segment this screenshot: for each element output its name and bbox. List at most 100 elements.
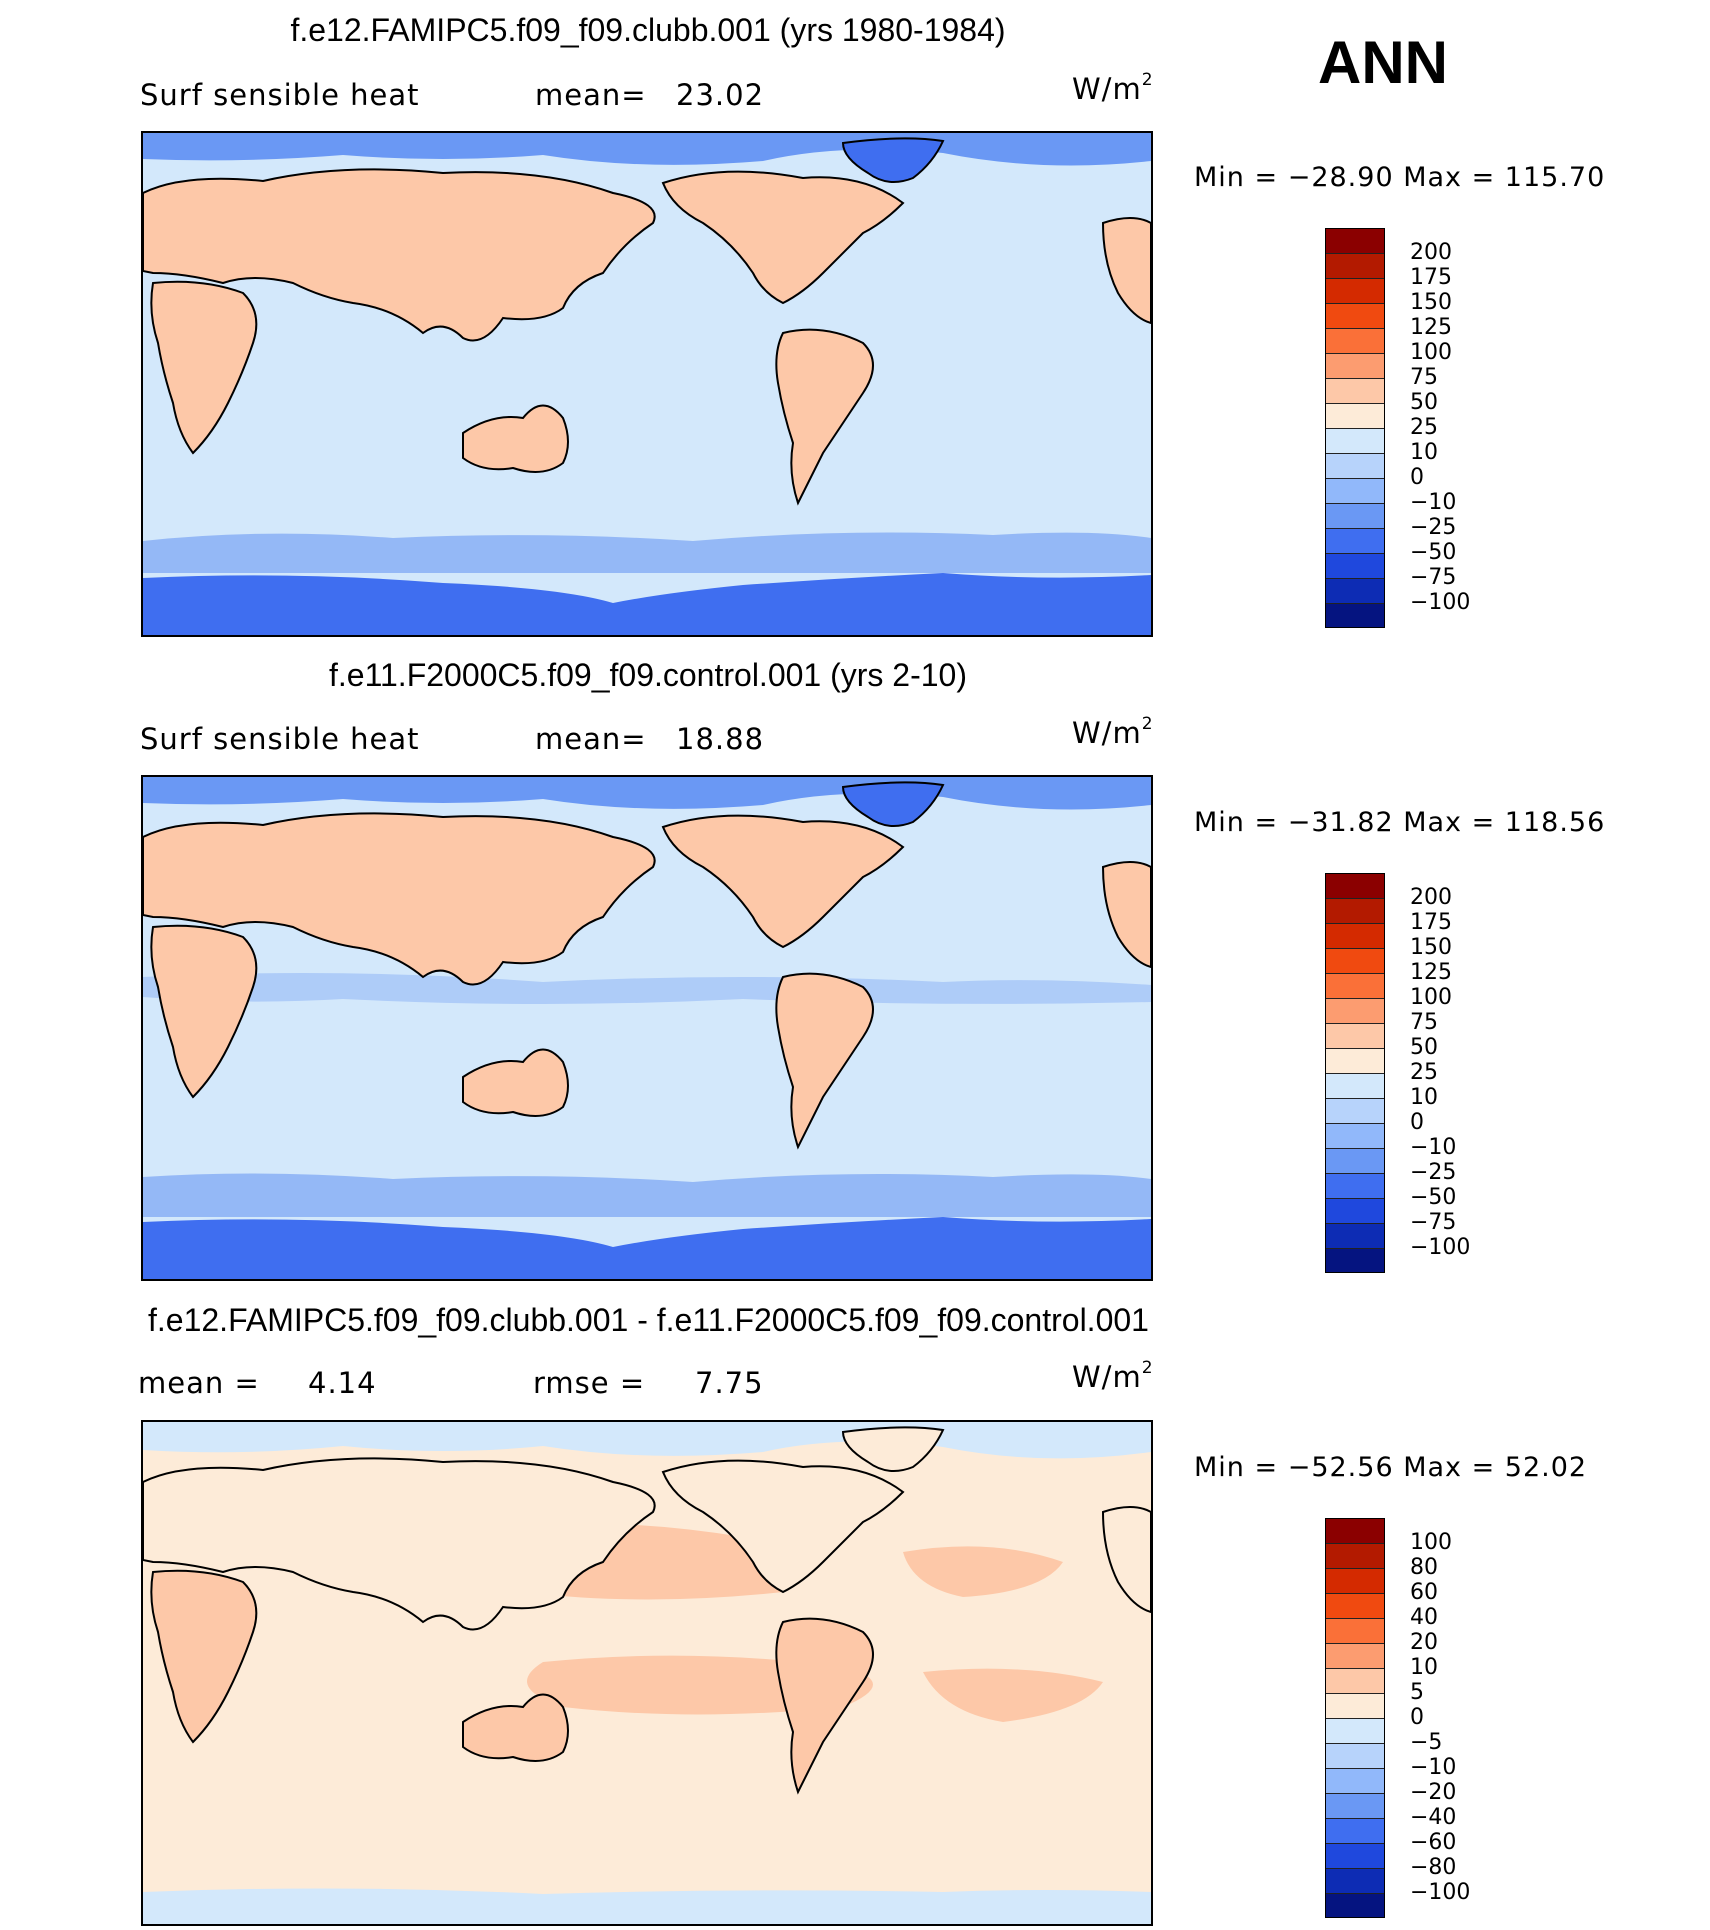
colorbar-segment [1326, 1049, 1384, 1074]
colorbar-tick-label: 200 [1410, 240, 1452, 265]
colorbar-tick-label: −50 [1410, 1185, 1457, 1210]
colorbar-tick-label: −100 [1410, 590, 1471, 615]
panel-3-rmse-label: rmse = [533, 1366, 646, 1400]
colorbar-tick-label: 175 [1410, 265, 1452, 290]
colorbar-tick-label: 10 [1410, 1085, 1438, 1110]
colorbar-tick-label: 5 [1410, 1680, 1424, 1705]
colorbar-tick-label: 0 [1410, 1705, 1424, 1730]
colorbar-tick-label: 0 [1410, 465, 1424, 490]
colorbar-segment [1326, 974, 1384, 999]
colorbar-segment [1326, 1744, 1384, 1769]
colorbar-segment [1326, 329, 1384, 354]
panel-1-title: f.e12.FAMIPC5.f09_f09.clubb.001 (yrs 198… [290, 12, 1006, 48]
colorbar-segment [1326, 1844, 1384, 1869]
colorbar-tick-label: 125 [1410, 960, 1452, 985]
colorbar-tick-label: −10 [1410, 1135, 1457, 1160]
colorbar-segment [1326, 1569, 1384, 1594]
colorbar-segment [1326, 1869, 1384, 1894]
panel-1-mean-label: mean= [535, 78, 647, 112]
colorbar-segment [1326, 279, 1384, 304]
colorbar-segment [1326, 354, 1384, 379]
colorbar-segment [1326, 1149, 1384, 1174]
colorbar-tick-label: 150 [1410, 290, 1452, 315]
colorbar-segment [1326, 1224, 1384, 1249]
colorbar-tick-label: 10 [1410, 1655, 1438, 1680]
colorbar-tick-label: −100 [1410, 1235, 1471, 1260]
colorbar-tick-label: 60 [1410, 1580, 1438, 1605]
colorbar-tick-label: 100 [1410, 985, 1452, 1010]
colorbar-segment [1326, 1644, 1384, 1669]
panel-2-map [141, 775, 1153, 1281]
panel-3-mean-label: mean = [138, 1366, 260, 1400]
colorbar-segment [1326, 229, 1384, 254]
colorbar-tick-label: 40 [1410, 1605, 1438, 1630]
colorbar-segment [1326, 1074, 1384, 1099]
colorbar-segment [1326, 379, 1384, 404]
colorbar-segment [1326, 454, 1384, 479]
colorbar-segment [1326, 1024, 1384, 1049]
colorbar-tick-label: −100 [1410, 1880, 1471, 1905]
colorbar-segment [1326, 1199, 1384, 1224]
colorbar-tick-label: −25 [1410, 1160, 1457, 1185]
colorbar-tick-label: 20 [1410, 1630, 1438, 1655]
colorbar-segment [1326, 899, 1384, 924]
panel-1-variable-label: Surf sensible heat [140, 78, 420, 112]
panel-3-rmse-value: 7.75 [695, 1366, 764, 1400]
colorbar-segment [1326, 949, 1384, 974]
colorbar-tick-label: 50 [1410, 1035, 1438, 1060]
colorbar-tick-label: 200 [1410, 885, 1452, 910]
colorbar-segment [1326, 1819, 1384, 1844]
colorbar-segment [1326, 1124, 1384, 1149]
panel-1-units: W/m2 [1072, 70, 1154, 106]
panel-3-world-map [143, 1422, 1151, 1924]
colorbar-segment [1326, 1794, 1384, 1819]
colorbar-segment [1326, 404, 1384, 429]
colorbar-tick-label: −50 [1410, 540, 1457, 565]
panel-2-mean-label: mean= [535, 722, 647, 756]
colorbar-tick-label: −75 [1410, 1210, 1457, 1235]
colorbar-segment [1326, 874, 1384, 899]
colorbar-segment [1326, 1669, 1384, 1694]
colorbar-tick-label: −10 [1410, 490, 1457, 515]
colorbar-segment [1326, 1544, 1384, 1569]
colorbar-tick-label: 150 [1410, 935, 1452, 960]
colorbar-tick-label: 25 [1410, 1060, 1438, 1085]
colorbar-segment [1326, 1594, 1384, 1619]
panel-3-map [141, 1420, 1153, 1926]
colorbar-tick-label: −40 [1410, 1805, 1457, 1830]
colorbar-tick-label: −25 [1410, 515, 1457, 540]
colorbar-segment [1326, 504, 1384, 529]
panel-1-map [141, 131, 1153, 637]
colorbar-segment [1326, 479, 1384, 504]
colorbar-segment [1326, 1099, 1384, 1124]
season-label: ANN [1318, 29, 1448, 96]
colorbar-tick-label: −80 [1410, 1855, 1457, 1880]
colorbar-segment [1326, 1519, 1384, 1544]
colorbar-segment [1326, 579, 1384, 604]
colorbar-tick-label: 10 [1410, 440, 1438, 465]
colorbar-tick-label: 50 [1410, 390, 1438, 415]
colorbar-segment [1326, 1719, 1384, 1744]
panel-2-title: f.e11.F2000C5.f09_f09.control.001 (yrs 2… [329, 657, 967, 693]
colorbar-tick-label: 0 [1410, 1110, 1424, 1135]
colorbar-segment [1326, 999, 1384, 1024]
colorbar-tick-label: −10 [1410, 1755, 1457, 1780]
panel-2-world-map [143, 777, 1151, 1279]
panel-2-min-max: Min = −31.82 Max = 118.56 [1194, 807, 1606, 838]
colorbar-tick-label: 75 [1410, 365, 1438, 390]
panel-3-colorbar [1325, 1518, 1385, 1918]
colorbar-tick-label: 175 [1410, 910, 1452, 935]
colorbar-segment [1326, 1249, 1384, 1272]
panel-2-units: W/m2 [1072, 714, 1154, 750]
colorbar-tick-label: −75 [1410, 565, 1457, 590]
panel-3-units: W/m2 [1072, 1358, 1154, 1394]
colorbar-tick-label: 100 [1410, 1530, 1452, 1555]
panel-2-colorbar [1325, 873, 1385, 1273]
colorbar-segment [1326, 429, 1384, 454]
panel-3-title: f.e12.FAMIPC5.f09_f09.clubb.001 - f.e11.… [148, 1302, 1149, 1338]
colorbar-segment [1326, 1694, 1384, 1719]
colorbar-tick-label: 75 [1410, 1010, 1438, 1035]
colorbar-tick-label: −60 [1410, 1830, 1457, 1855]
colorbar-segment [1326, 554, 1384, 579]
panel-3-mean-value: 4.14 [308, 1366, 377, 1400]
